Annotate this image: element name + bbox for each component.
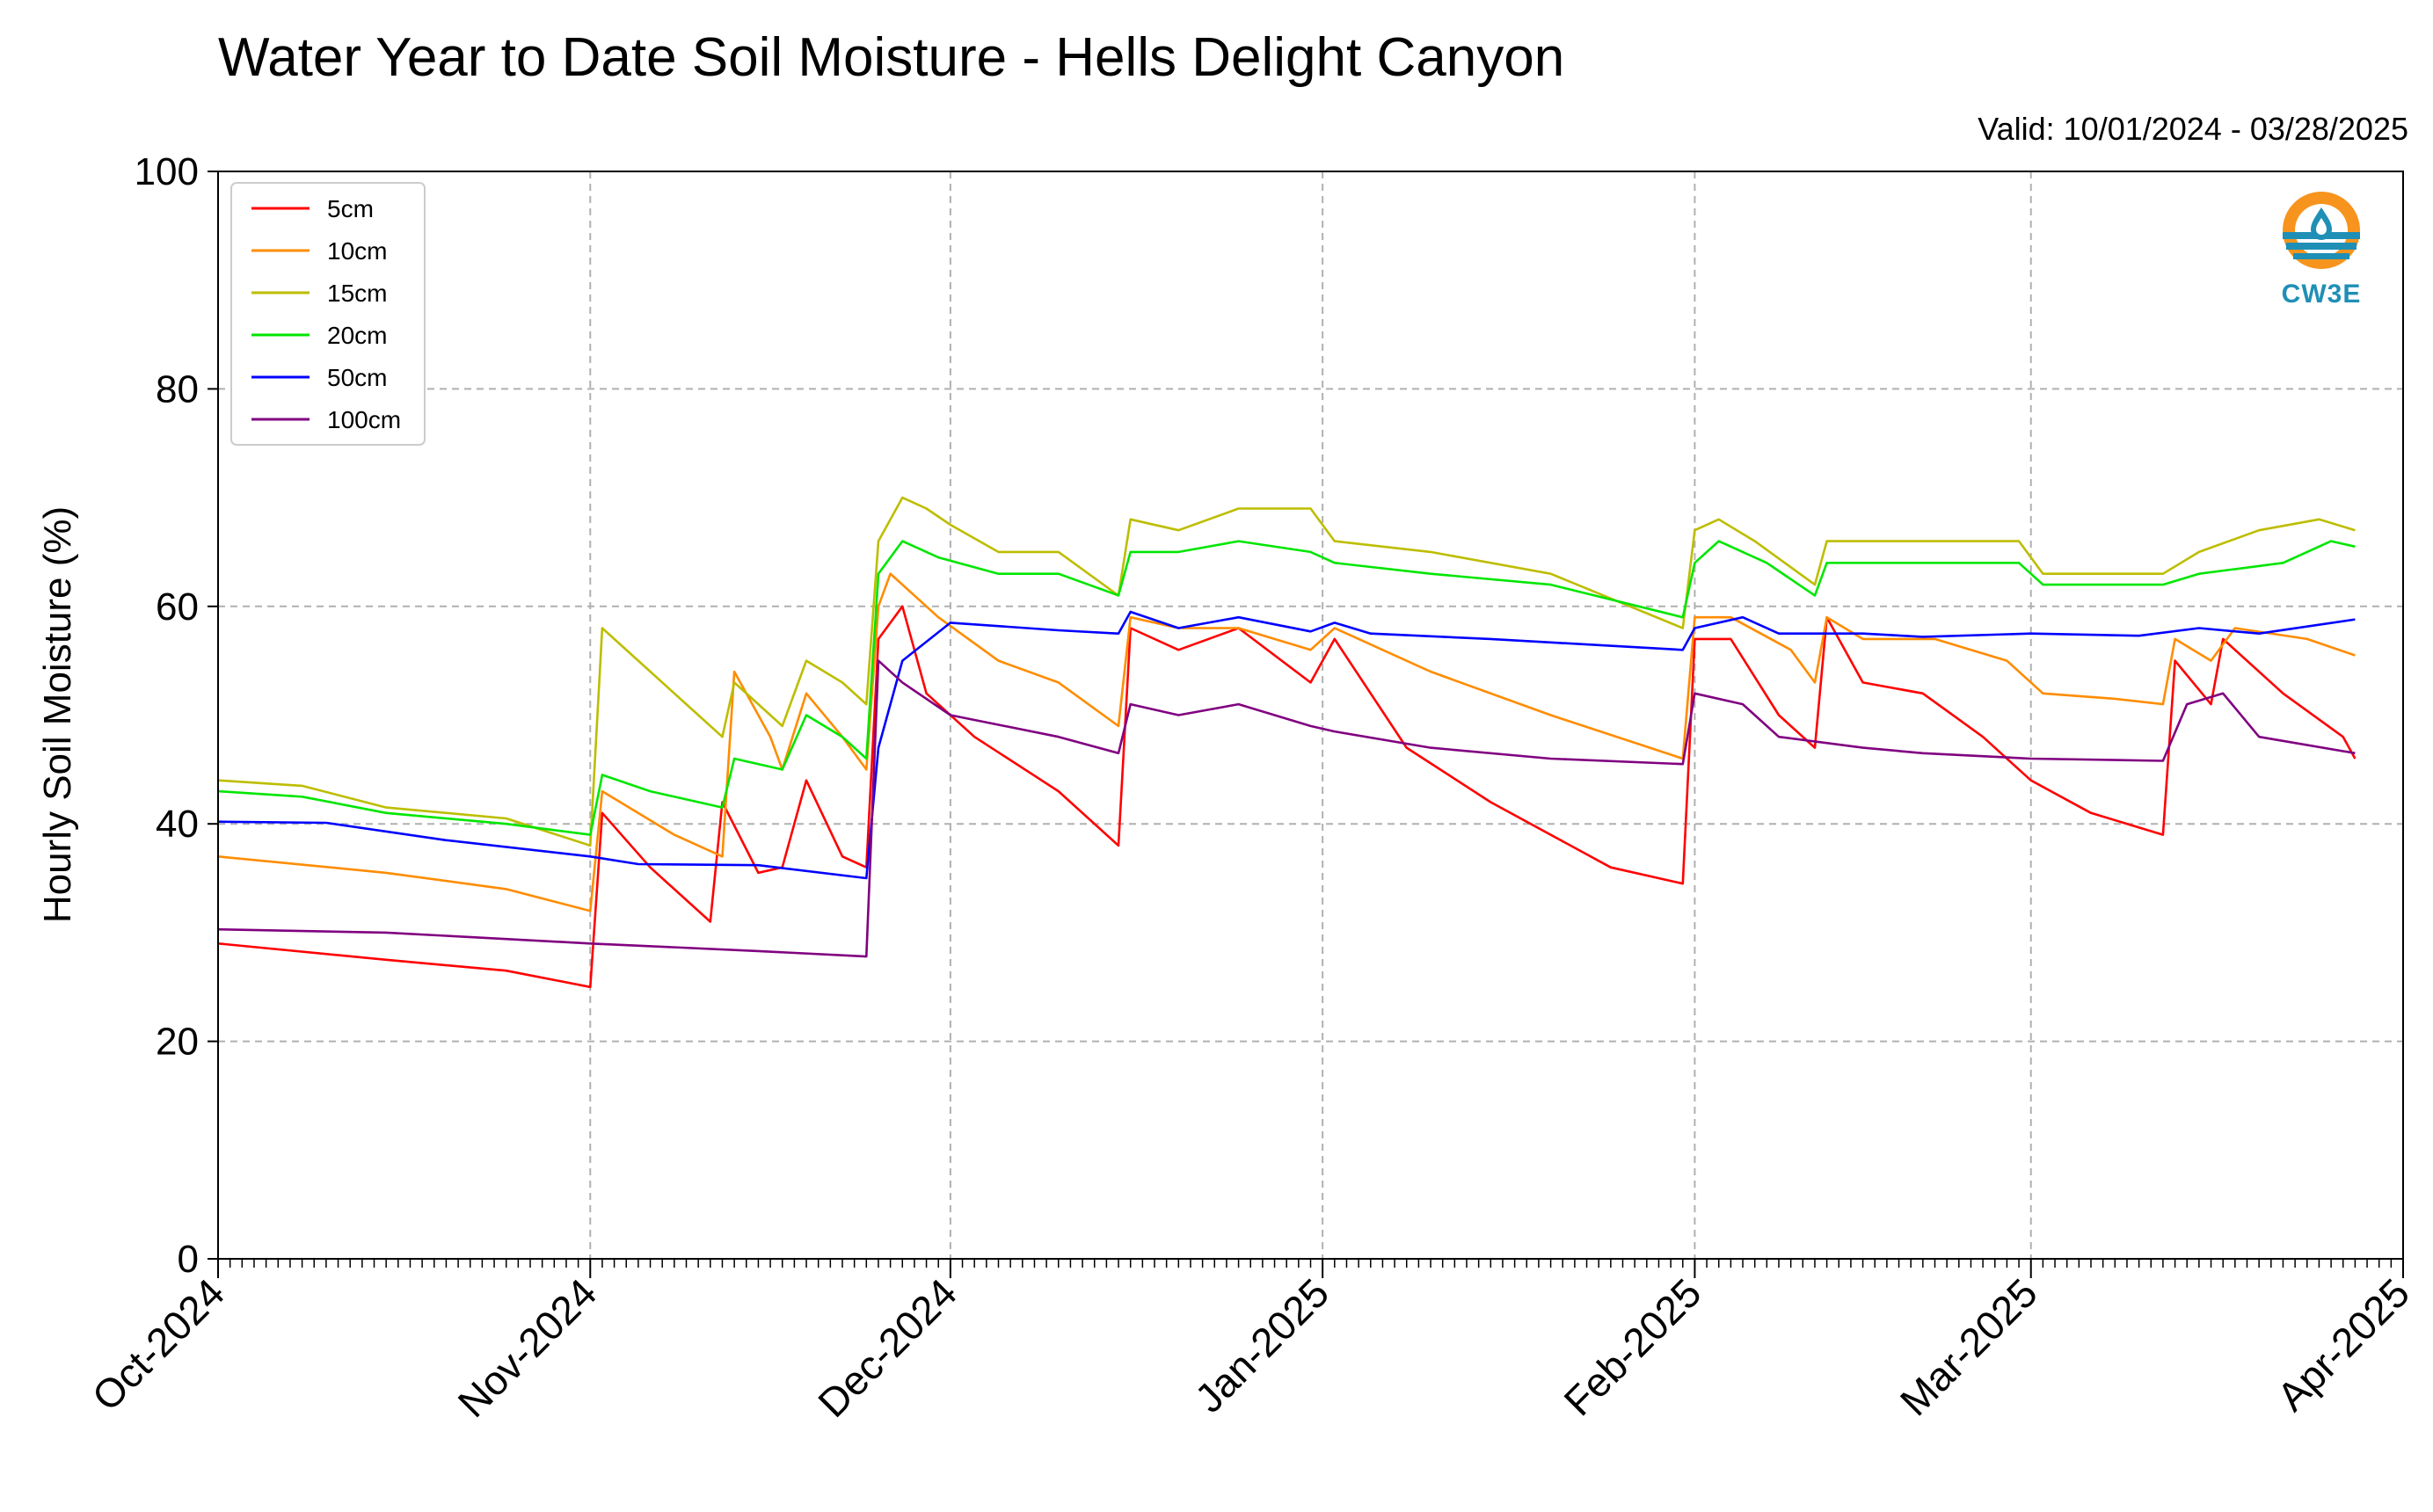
grid-lines xyxy=(217,171,2404,1260)
axes: 0 20 40 60 80 100 Oct-2024 Nov-2024 Dec-2024 Jan-… xyxy=(84,150,2419,1426)
y-tick-label: 40 xyxy=(156,803,199,846)
legend: 5cm 10cm 15cm 20cm 50cm 100cm xyxy=(230,182,426,446)
legend-label: 10cm xyxy=(327,237,387,265)
legend-label: 5cm xyxy=(327,195,374,222)
legend-label: 15cm xyxy=(327,280,387,307)
y-tick-label: 80 xyxy=(156,367,199,411)
series-line-100cm xyxy=(217,659,2356,958)
x-tick-label: Feb-2025 xyxy=(1555,1269,1709,1424)
cw3e-logo xyxy=(2260,186,2383,318)
y-tick-label: 20 xyxy=(156,1021,199,1064)
series-line-10cm xyxy=(217,572,2356,912)
x-tick-label: Jan-2025 xyxy=(1186,1269,1337,1421)
water-drop-icon xyxy=(2283,192,2360,269)
logo-label: CW3E xyxy=(2281,280,2362,309)
y-tick-label: 100 xyxy=(135,150,199,193)
x-tick-label: Mar-2025 xyxy=(1891,1269,2046,1424)
plot-frame xyxy=(217,171,2404,1260)
x-tick-label: Nov-2024 xyxy=(449,1269,606,1426)
y-tick-label: 0 xyxy=(178,1238,199,1281)
x-tick-label: Dec-2024 xyxy=(809,1269,965,1426)
x-tick-label: Apr-2025 xyxy=(2268,1269,2418,1420)
series-line-50cm xyxy=(217,610,2356,880)
legend-label: 50cm xyxy=(327,364,387,391)
y-axis-label: Hourly Soil Moisture (%) xyxy=(36,506,79,923)
series-line-20cm xyxy=(217,540,2356,836)
chart-title: Water Year to Date Soil Moisture - Hells… xyxy=(218,27,1565,88)
series-lines xyxy=(217,496,2357,989)
valid-date-range: Valid: 10/01/2024 - 03/28/2025 xyxy=(1978,111,2408,147)
series-line-5cm xyxy=(217,605,2357,989)
legend-box xyxy=(230,182,426,446)
series-line-15cm xyxy=(217,496,2356,847)
legend-label: 20cm xyxy=(327,322,387,349)
x-tick-label: Oct-2024 xyxy=(84,1269,234,1420)
legend-label: 100cm xyxy=(327,406,401,433)
y-tick-label: 60 xyxy=(156,585,199,629)
